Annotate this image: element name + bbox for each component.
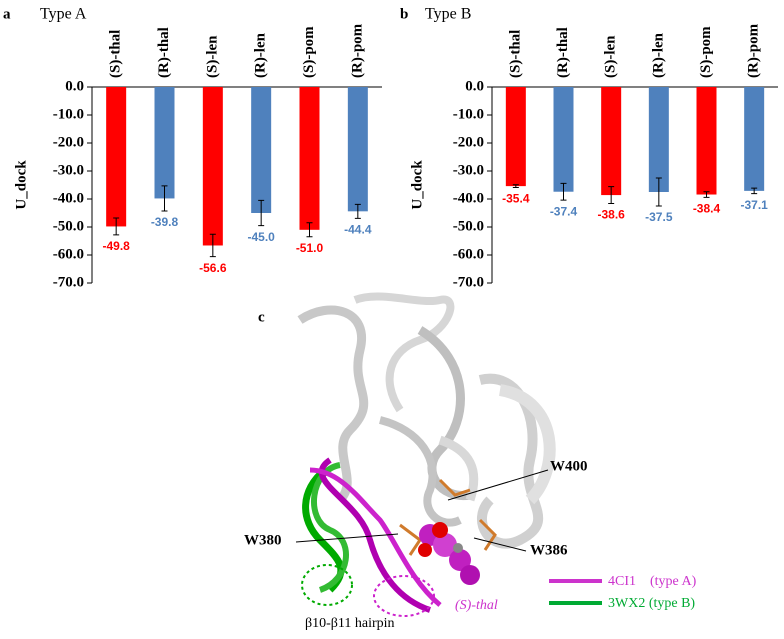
chart-title: Type A [40,6,87,23]
y-tick-label: -10.0 [453,106,484,122]
value-label: -38.4 [693,201,721,215]
error-bar [354,203,361,219]
value-label: -44.4 [344,222,372,236]
bar [251,87,272,213]
x-tick-label: (R)-pom [349,23,365,78]
error-bar [209,233,216,258]
error-bar [703,191,710,198]
value-label: -45.0 [247,230,275,244]
residue-label: W380 [244,532,282,548]
bar [202,87,223,246]
y-tick-label: -60.0 [53,246,84,262]
x-tick-label: (R)-pom [746,23,762,78]
x-tick-label: (S)-pom [301,26,317,78]
y-tick-label: -40.0 [453,190,484,206]
error-bar [560,182,567,201]
y-tick-label: -30.0 [453,162,484,178]
bar [106,87,127,227]
error-bar [161,185,168,212]
panel-label: a [3,6,11,22]
error-bar [655,177,662,207]
bar [299,87,320,230]
y-tick-label: -10.0 [53,106,84,122]
bar [744,87,765,191]
chart-title: Type B [425,6,471,23]
value-label: -37.5 [645,210,673,224]
error-bar [258,199,265,227]
value-label: -51.0 [296,241,324,255]
y-tick-label: -50.0 [53,218,84,234]
protein-structure [295,292,602,617]
y-tick-label: -50.0 [453,218,484,234]
x-tick-label: (R)-thal [156,27,172,78]
y-tick-label: -70.0 [453,274,484,290]
y-tick-label: -70.0 [53,274,84,290]
residue-label: W386 [530,542,568,558]
x-tick-label: (S)-pom [698,26,714,78]
y-tick-label: -30.0 [53,162,84,178]
y-tick-label: -40.0 [53,190,84,206]
error-bar [751,187,758,195]
x-tick-label: (S)-thal [108,30,124,78]
y-tick-label: 0.0 [465,78,484,94]
y-tick-label: -20.0 [53,134,84,150]
bar [347,87,368,212]
error-bar [512,184,519,189]
residue-label: W400 [550,458,588,474]
value-label: -56.6 [199,261,227,275]
x-tick-label: (S)-len [204,35,220,78]
y-tick-label: -20.0 [453,134,484,150]
value-label: -37.1 [740,198,768,212]
value-label: -38.6 [597,208,625,222]
error-bar [306,222,313,238]
legend-label: 3WX2 (type B) [608,596,695,611]
value-label: -37.4 [550,204,578,218]
y-axis-label: U_dock [409,160,425,210]
bar [601,87,622,196]
bar [154,87,175,199]
x-tick-label: (R)-len [650,32,666,78]
bar [553,87,574,192]
bar [505,87,526,187]
error-bar [608,186,615,204]
value-label: -49.8 [102,239,130,253]
y-axis-label: U_dock [13,160,29,210]
value-label: -39.8 [151,215,179,229]
error-bar [113,217,120,236]
x-tick-label: (R)-len [253,32,269,78]
x-tick-label: (S)-len [603,35,619,78]
panel-label: c [258,309,265,325]
bar [648,87,669,192]
panel-label: b [400,6,408,22]
hairpin-label: β10-β11 hairpin [305,616,395,631]
ligand-label: (S)-thal [455,598,498,613]
bar [696,87,717,195]
y-tick-label: 0.0 [65,78,84,94]
y-tick-label: -60.0 [453,246,484,262]
x-tick-label: (R)-thal [555,27,571,78]
x-tick-label: (S)-thal [507,30,523,78]
value-label: -35.4 [502,192,530,206]
legend-label: 4CI1 (type A) [608,574,697,589]
